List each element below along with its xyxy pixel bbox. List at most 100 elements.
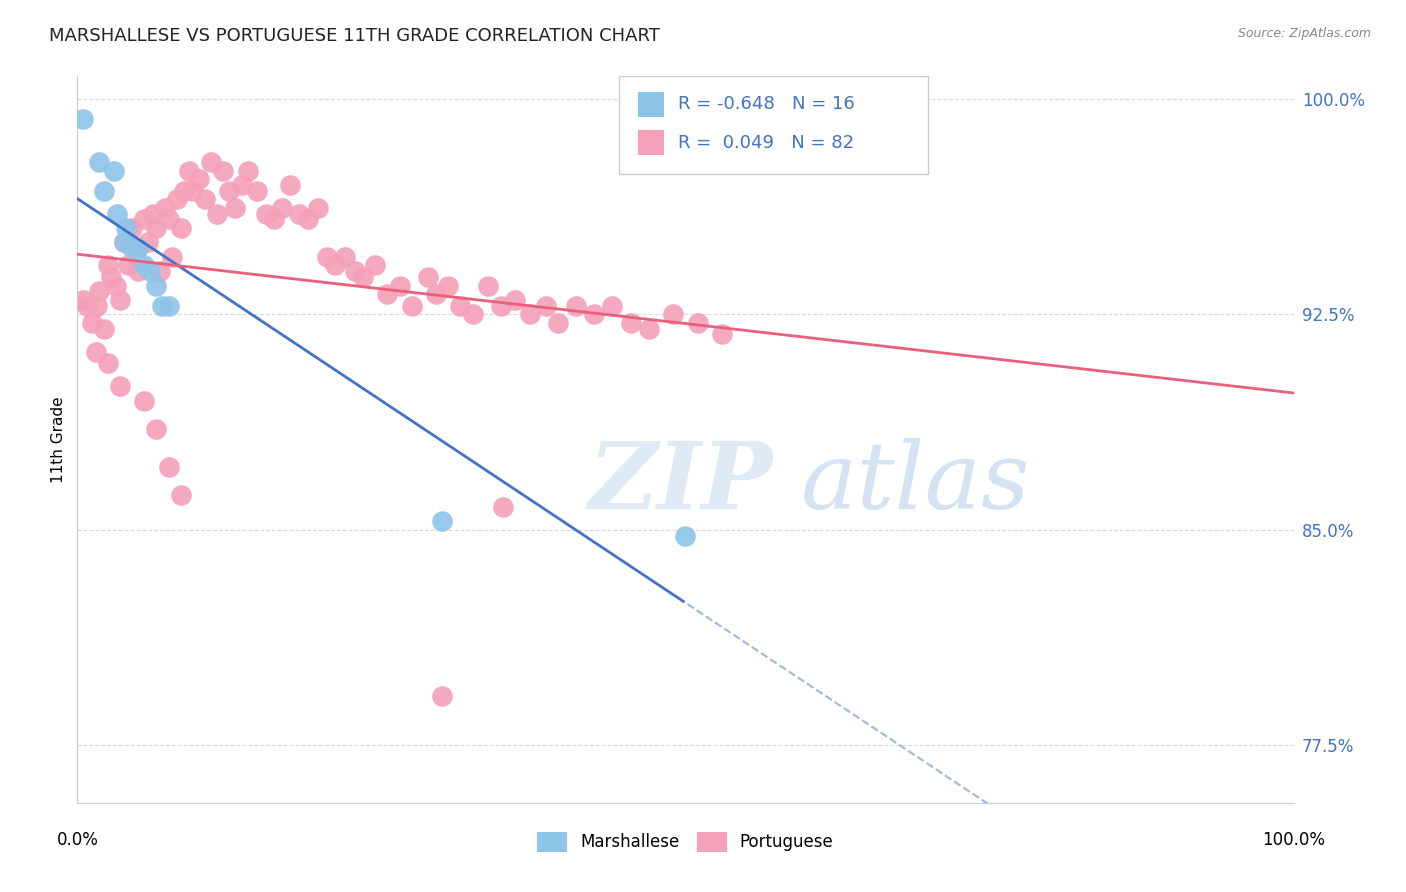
Point bbox=[136, 235, 159, 250]
Point bbox=[121, 221, 143, 235]
Point bbox=[416, 269, 439, 284]
Point bbox=[583, 307, 606, 321]
Point bbox=[200, 155, 222, 169]
Point bbox=[89, 155, 111, 169]
Point bbox=[80, 316, 103, 330]
Point bbox=[139, 264, 162, 278]
Point bbox=[333, 250, 356, 264]
Point bbox=[710, 327, 733, 342]
Point bbox=[686, 316, 709, 330]
Point bbox=[89, 285, 111, 299]
Point bbox=[461, 307, 484, 321]
Point bbox=[72, 293, 94, 307]
Point bbox=[121, 241, 143, 255]
Point bbox=[134, 259, 156, 273]
Point bbox=[565, 299, 588, 313]
Point bbox=[145, 221, 167, 235]
Point bbox=[117, 259, 139, 273]
Point bbox=[166, 193, 188, 207]
Point bbox=[519, 307, 541, 321]
Point bbox=[218, 184, 240, 198]
Point bbox=[430, 514, 453, 528]
Point bbox=[157, 299, 180, 313]
Point bbox=[170, 488, 193, 502]
Point bbox=[84, 344, 107, 359]
Text: 100.0%: 100.0% bbox=[1263, 830, 1324, 848]
Point bbox=[93, 184, 115, 198]
Point bbox=[377, 287, 399, 301]
Point bbox=[152, 299, 174, 313]
Point bbox=[231, 178, 253, 192]
Text: atlas: atlas bbox=[801, 438, 1031, 528]
Point bbox=[364, 259, 387, 273]
Point bbox=[127, 264, 149, 278]
Text: MARSHALLESE VS PORTUGUESE 11TH GRADE CORRELATION CHART: MARSHALLESE VS PORTUGUESE 11TH GRADE COR… bbox=[49, 27, 659, 45]
Point bbox=[547, 316, 569, 330]
Point bbox=[112, 235, 135, 250]
Point bbox=[112, 235, 135, 250]
Point bbox=[100, 269, 122, 284]
Point bbox=[449, 299, 471, 313]
Point bbox=[388, 278, 411, 293]
Point bbox=[489, 299, 512, 313]
Point bbox=[108, 379, 131, 393]
Point bbox=[76, 299, 98, 313]
Point bbox=[107, 207, 129, 221]
Point bbox=[352, 269, 374, 284]
Point bbox=[270, 201, 292, 215]
Point bbox=[323, 259, 346, 273]
Point bbox=[93, 321, 115, 335]
Point bbox=[194, 193, 217, 207]
Text: R =  0.049   N = 82: R = 0.049 N = 82 bbox=[678, 134, 853, 152]
Point bbox=[246, 184, 269, 198]
Point bbox=[157, 212, 180, 227]
Point bbox=[108, 293, 131, 307]
Point bbox=[115, 221, 138, 235]
Text: Source: ZipAtlas.com: Source: ZipAtlas.com bbox=[1237, 27, 1371, 40]
Point bbox=[254, 207, 277, 221]
Point bbox=[160, 250, 183, 264]
Point bbox=[503, 293, 526, 307]
Point bbox=[437, 278, 460, 293]
Point bbox=[236, 163, 259, 178]
Point bbox=[534, 299, 557, 313]
Point bbox=[188, 172, 211, 186]
Point bbox=[127, 241, 149, 255]
Y-axis label: 11th Grade: 11th Grade bbox=[51, 396, 66, 483]
Legend: Marshallese, Portuguese: Marshallese, Portuguese bbox=[529, 824, 842, 860]
Point bbox=[142, 207, 165, 221]
Point bbox=[401, 299, 423, 313]
Point bbox=[278, 178, 301, 192]
Point bbox=[97, 259, 120, 273]
Point bbox=[315, 250, 337, 264]
Point bbox=[134, 212, 156, 227]
Text: 0.0%: 0.0% bbox=[56, 830, 98, 848]
Point bbox=[105, 278, 128, 293]
Text: R = -0.648   N = 16: R = -0.648 N = 16 bbox=[678, 95, 855, 113]
Point bbox=[638, 321, 661, 335]
Point bbox=[297, 212, 319, 227]
Text: ZIP: ZIP bbox=[588, 438, 772, 528]
Point bbox=[103, 163, 125, 178]
Point bbox=[620, 316, 643, 330]
Point bbox=[343, 264, 366, 278]
Point bbox=[72, 112, 94, 126]
Point bbox=[170, 221, 193, 235]
Point bbox=[307, 201, 329, 215]
Point bbox=[149, 264, 172, 278]
Point bbox=[263, 212, 285, 227]
Point bbox=[145, 422, 167, 436]
Point bbox=[492, 500, 515, 514]
Point bbox=[153, 201, 176, 215]
Point bbox=[675, 528, 697, 542]
Point bbox=[477, 278, 499, 293]
Point bbox=[179, 163, 201, 178]
Point bbox=[425, 287, 447, 301]
Point bbox=[145, 278, 167, 293]
Point bbox=[287, 207, 309, 221]
Point bbox=[662, 307, 685, 321]
Point bbox=[173, 184, 195, 198]
Point bbox=[205, 207, 228, 221]
Point bbox=[86, 299, 108, 313]
Point bbox=[224, 201, 246, 215]
